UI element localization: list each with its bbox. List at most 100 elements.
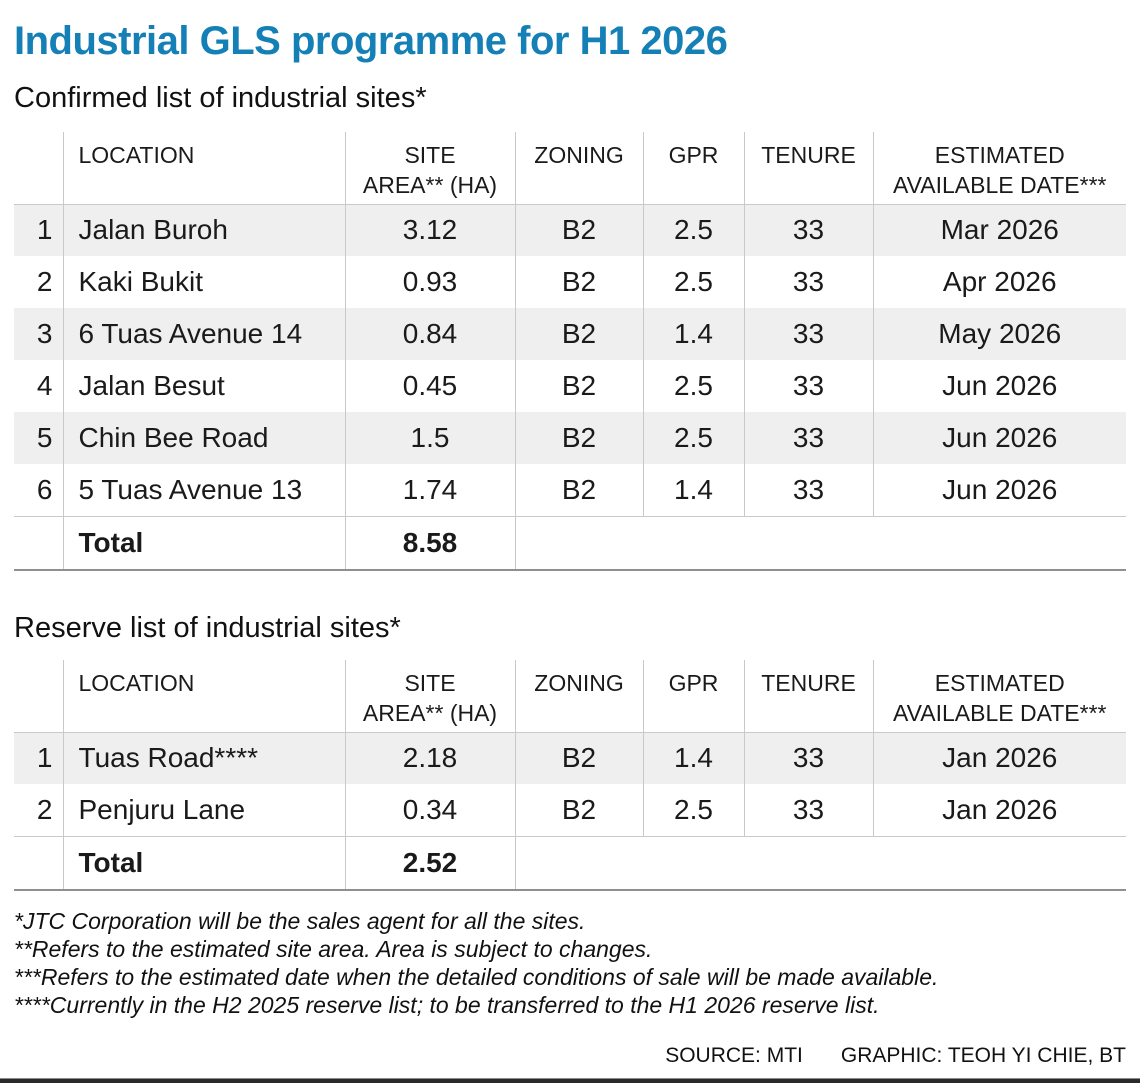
tenure-cell: 33 xyxy=(744,204,874,256)
footnote: ****Currently in the H2 2025 reserve lis… xyxy=(14,992,880,1018)
zoning-cell: B2 xyxy=(515,308,644,360)
total-row-filler xyxy=(515,835,1126,891)
tenure-cell: 33 xyxy=(744,784,874,836)
row-number-header xyxy=(14,660,64,733)
page-title: Industrial GLS programme for H1 2026 xyxy=(14,19,728,63)
reserve-list-heading: Reserve list of industrial sites* xyxy=(14,612,401,644)
zoning-header: ZONING xyxy=(515,132,644,205)
table-row: 4 Jalan Besut 0.45 B2 2.5 33 Jun 2026 xyxy=(14,360,1126,412)
attribution-row: SOURCE: MTI GRAPHIC: TEOH YI CHIE, BT xyxy=(14,1044,1126,1068)
site-area-cell: 0.93 xyxy=(345,256,516,308)
total-value: 2.52 xyxy=(345,835,516,891)
site-area-cell: 1.5 xyxy=(345,412,516,464)
row-number-cell: 1 xyxy=(14,732,64,784)
site-area-cell: 1.74 xyxy=(345,464,516,516)
zoning-cell: B2 xyxy=(515,412,644,464)
date-cell: Jun 2026 xyxy=(942,370,1058,401)
tenure-cell: 33 xyxy=(744,308,874,360)
zoning-cell: B2 xyxy=(515,464,644,516)
gpr-cell: 2.5 xyxy=(643,360,745,412)
row-number-cell: 1 xyxy=(14,204,64,256)
location-header: LOCATION xyxy=(63,132,346,205)
gpr-cell: 1.4 xyxy=(643,308,745,360)
row-number-cell: 2 xyxy=(14,784,64,836)
tenure-header: TENURE xyxy=(744,132,874,205)
location-header: LOCATION xyxy=(63,660,346,733)
table-row: 6 5 Tuas Avenue 13 1.74 B2 1.4 33 Jun 20… xyxy=(14,464,1126,516)
location-cell: Penjuru Lane xyxy=(63,784,346,836)
date-cell: Jun 2026 xyxy=(942,473,1058,505)
row-number-cell: 3 xyxy=(14,308,64,360)
date-cell: May 2026 xyxy=(938,318,1062,349)
date-cell: Jan 2026 xyxy=(942,793,1058,825)
zoning-cell: B2 xyxy=(515,360,644,412)
tenure-cell: 33 xyxy=(744,360,874,412)
table-header-row: LOCATION SITE AREA** (HA) ZONING GPR TENU… xyxy=(14,660,1126,733)
site-area-cell: 0.45 xyxy=(345,360,516,412)
table-row: 5 Chin Bee Road 1.5 B2 2.5 33 Jun 2026 xyxy=(14,412,1126,464)
location-cell: Kaki Bukit xyxy=(63,256,346,308)
source-label: SOURCE: MTI xyxy=(665,1044,803,1067)
zoning-cell: B2 xyxy=(515,256,644,308)
total-label: Total xyxy=(63,515,346,571)
date-cell: Apr 2026 xyxy=(942,266,1057,297)
table-header-row: LOCATION SITE AREA** (HA) ZONING GPR TENU… xyxy=(14,132,1126,205)
gpr-cell: 2.5 xyxy=(643,784,745,836)
location-cell: Jalan Buroh xyxy=(63,204,346,256)
footnote: *JTC Corporation will be the sales agent… xyxy=(14,908,586,934)
row-number-cell: 2 xyxy=(14,256,64,308)
location-cell: Tuas Road**** xyxy=(63,732,346,784)
footnote: **Refers to the estimated site area. Are… xyxy=(14,936,653,962)
table-row: 1 Jalan Buroh 3.12 B2 2.5 33 Mar 2026 xyxy=(14,204,1126,256)
gpr-cell: 1.4 xyxy=(643,464,745,516)
gpr-cell: 2.5 xyxy=(643,412,745,464)
table-row: 2 Kaki Bukit 0.93 B2 2.5 33 Apr 2026 xyxy=(14,256,1126,308)
total-row-number-cell xyxy=(14,515,64,571)
total-row-number-cell xyxy=(14,835,64,891)
zoning-cell: B2 xyxy=(515,204,644,256)
table-row: 2 Penjuru Lane 0.34 B2 2.5 33 Jan 2026 xyxy=(14,784,1126,836)
zoning-header: ZONING xyxy=(515,660,644,733)
zoning-cell: B2 xyxy=(515,732,644,784)
site-area-header: SITE AREA** (HA) xyxy=(345,132,516,205)
location-cell: 5 Tuas Avenue 13 xyxy=(63,464,346,516)
site-area-header: SITE AREA** (HA) xyxy=(345,660,516,733)
reserve-sites-table: LOCATION SITE AREA** (HA) ZONING GPR TENU… xyxy=(14,660,1126,891)
total-value: 8.58 xyxy=(345,515,516,571)
total-label: Total xyxy=(63,835,346,891)
date-cell: Jan 2026 xyxy=(942,742,1058,774)
date-cell: Jun 2026 xyxy=(942,422,1058,453)
footnotes: *JTC Corporation will be the sales agent… xyxy=(14,907,1126,1019)
location-cell: Jalan Besut xyxy=(63,360,346,412)
table-row: 3 6 Tuas Avenue 14 0.84 B2 1.4 33 May 20… xyxy=(14,308,1126,360)
location-cell: 6 Tuas Avenue 14 xyxy=(63,308,346,360)
tenure-cell: 33 xyxy=(744,412,874,464)
table-row: 1 Tuas Road**** 2.18 B2 1.4 33 Jan 2026 xyxy=(14,732,1126,784)
row-number-cell: 5 xyxy=(14,412,64,464)
estimated-date-header: ESTIMATED AVAILABLE DATE*** xyxy=(873,132,1126,205)
confirmed-sites-table: LOCATION SITE AREA** (HA) ZONING GPR TENU… xyxy=(14,132,1126,571)
site-area-cell: 3.12 xyxy=(345,204,516,256)
location-cell: Chin Bee Road xyxy=(63,412,346,464)
total-row: Total 8.58 xyxy=(14,515,1126,571)
total-row: Total 2.52 xyxy=(14,835,1126,891)
tenure-cell: 33 xyxy=(744,464,874,516)
confirmed-list-heading: Confirmed list of industrial sites* xyxy=(14,82,427,114)
site-area-cell: 0.84 xyxy=(345,308,516,360)
gpr-cell: 1.4 xyxy=(643,732,745,784)
estimated-date-header: ESTIMATED AVAILABLE DATE*** xyxy=(873,660,1126,733)
total-row-filler xyxy=(515,515,1126,571)
tenure-header: TENURE xyxy=(744,660,874,733)
zoning-cell: B2 xyxy=(515,784,644,836)
site-area-cell: 0.34 xyxy=(345,784,516,836)
date-cell: Mar 2026 xyxy=(940,214,1059,246)
gpr-cell: 2.5 xyxy=(643,256,745,308)
gpr-header: GPR xyxy=(643,660,745,733)
row-number-cell: 6 xyxy=(14,464,64,516)
row-number-cell: 4 xyxy=(14,360,64,412)
tenure-cell: 33 xyxy=(744,256,874,308)
site-area-cell: 2.18 xyxy=(345,732,516,784)
tenure-cell: 33 xyxy=(744,732,874,784)
gpr-header: GPR xyxy=(643,132,745,205)
